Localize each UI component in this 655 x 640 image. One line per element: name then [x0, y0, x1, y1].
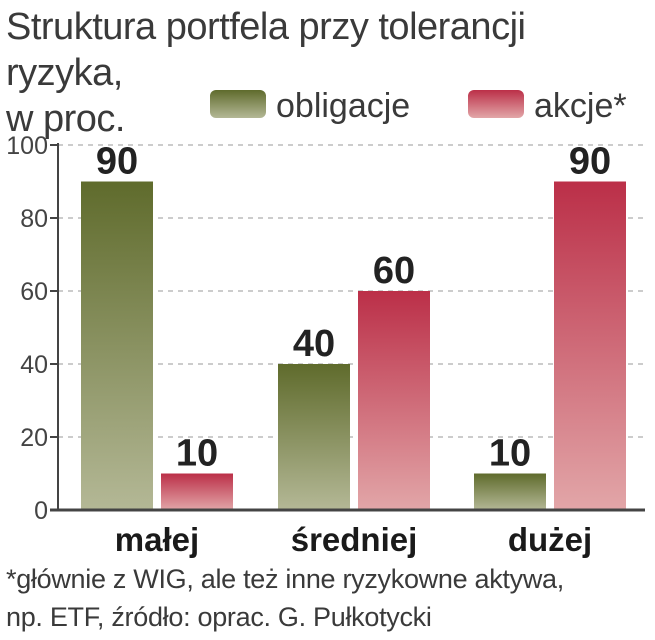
title-line-2: w proc. — [6, 98, 125, 140]
bar-chart: obligacje akcje* 0 20 40 60 80 100 90 10 małej 40… — [6, 87, 645, 558]
value-label-obligacje-0: 90 — [96, 141, 138, 183]
axes — [50, 143, 645, 512]
title-line-1: Struktura portfela przy tolerancji ryzyk… — [6, 6, 526, 94]
bar-akcje-0 — [161, 473, 233, 510]
y-tick-label-40: 40 — [20, 351, 48, 379]
y-tick-label-60: 60 — [20, 278, 48, 306]
value-label-akcje-0: 10 — [176, 433, 218, 475]
value-label-obligacje-1: 40 — [293, 323, 335, 365]
category-label-1: średniej — [291, 521, 418, 558]
category-label-2: dużej — [508, 521, 592, 558]
legend-label-obligacje: obligacje — [276, 87, 410, 125]
legend-swatch-obligacje — [210, 90, 266, 118]
legend-label-akcje: akcje* — [534, 87, 627, 125]
grid-lines — [58, 144, 645, 438]
bar-obligacje-2 — [474, 473, 546, 510]
y-tick-label-20: 20 — [20, 424, 48, 452]
footnote-line-1: *głównie z WIG, ale też inne ryzykowne a… — [6, 564, 564, 594]
value-label-akcje-2: 90 — [569, 141, 611, 183]
legend: obligacje akcje* — [210, 87, 627, 125]
category-label-0: małej — [115, 521, 199, 558]
y-tick-label-80: 80 — [20, 205, 48, 233]
y-tick-label-0: 0 — [34, 497, 48, 525]
bars — [81, 181, 626, 510]
footnote: *głównie z WIG, ale też inne ryzykowne a… — [6, 560, 651, 636]
value-label-akcje-1: 60 — [373, 250, 415, 292]
legend-swatch-akcje — [468, 90, 524, 118]
value-label-obligacje-2: 10 — [489, 433, 531, 475]
labels: 0 20 40 60 80 100 90 10 małej 40 60 średniej 10 90 duż… — [6, 132, 611, 558]
bar-akcje-1 — [358, 291, 430, 510]
bar-obligacje-1 — [278, 364, 350, 510]
footnote-line-2: np. ETF, źródło: oprac. G. Pułkotycki — [6, 602, 432, 632]
bar-obligacje-0 — [81, 181, 153, 510]
bar-akcje-2 — [554, 181, 626, 510]
y-tick-label-100: 100 — [6, 132, 48, 160]
chart-title: Struktura portfela przy tolerancji ryzyk… — [6, 4, 651, 142]
